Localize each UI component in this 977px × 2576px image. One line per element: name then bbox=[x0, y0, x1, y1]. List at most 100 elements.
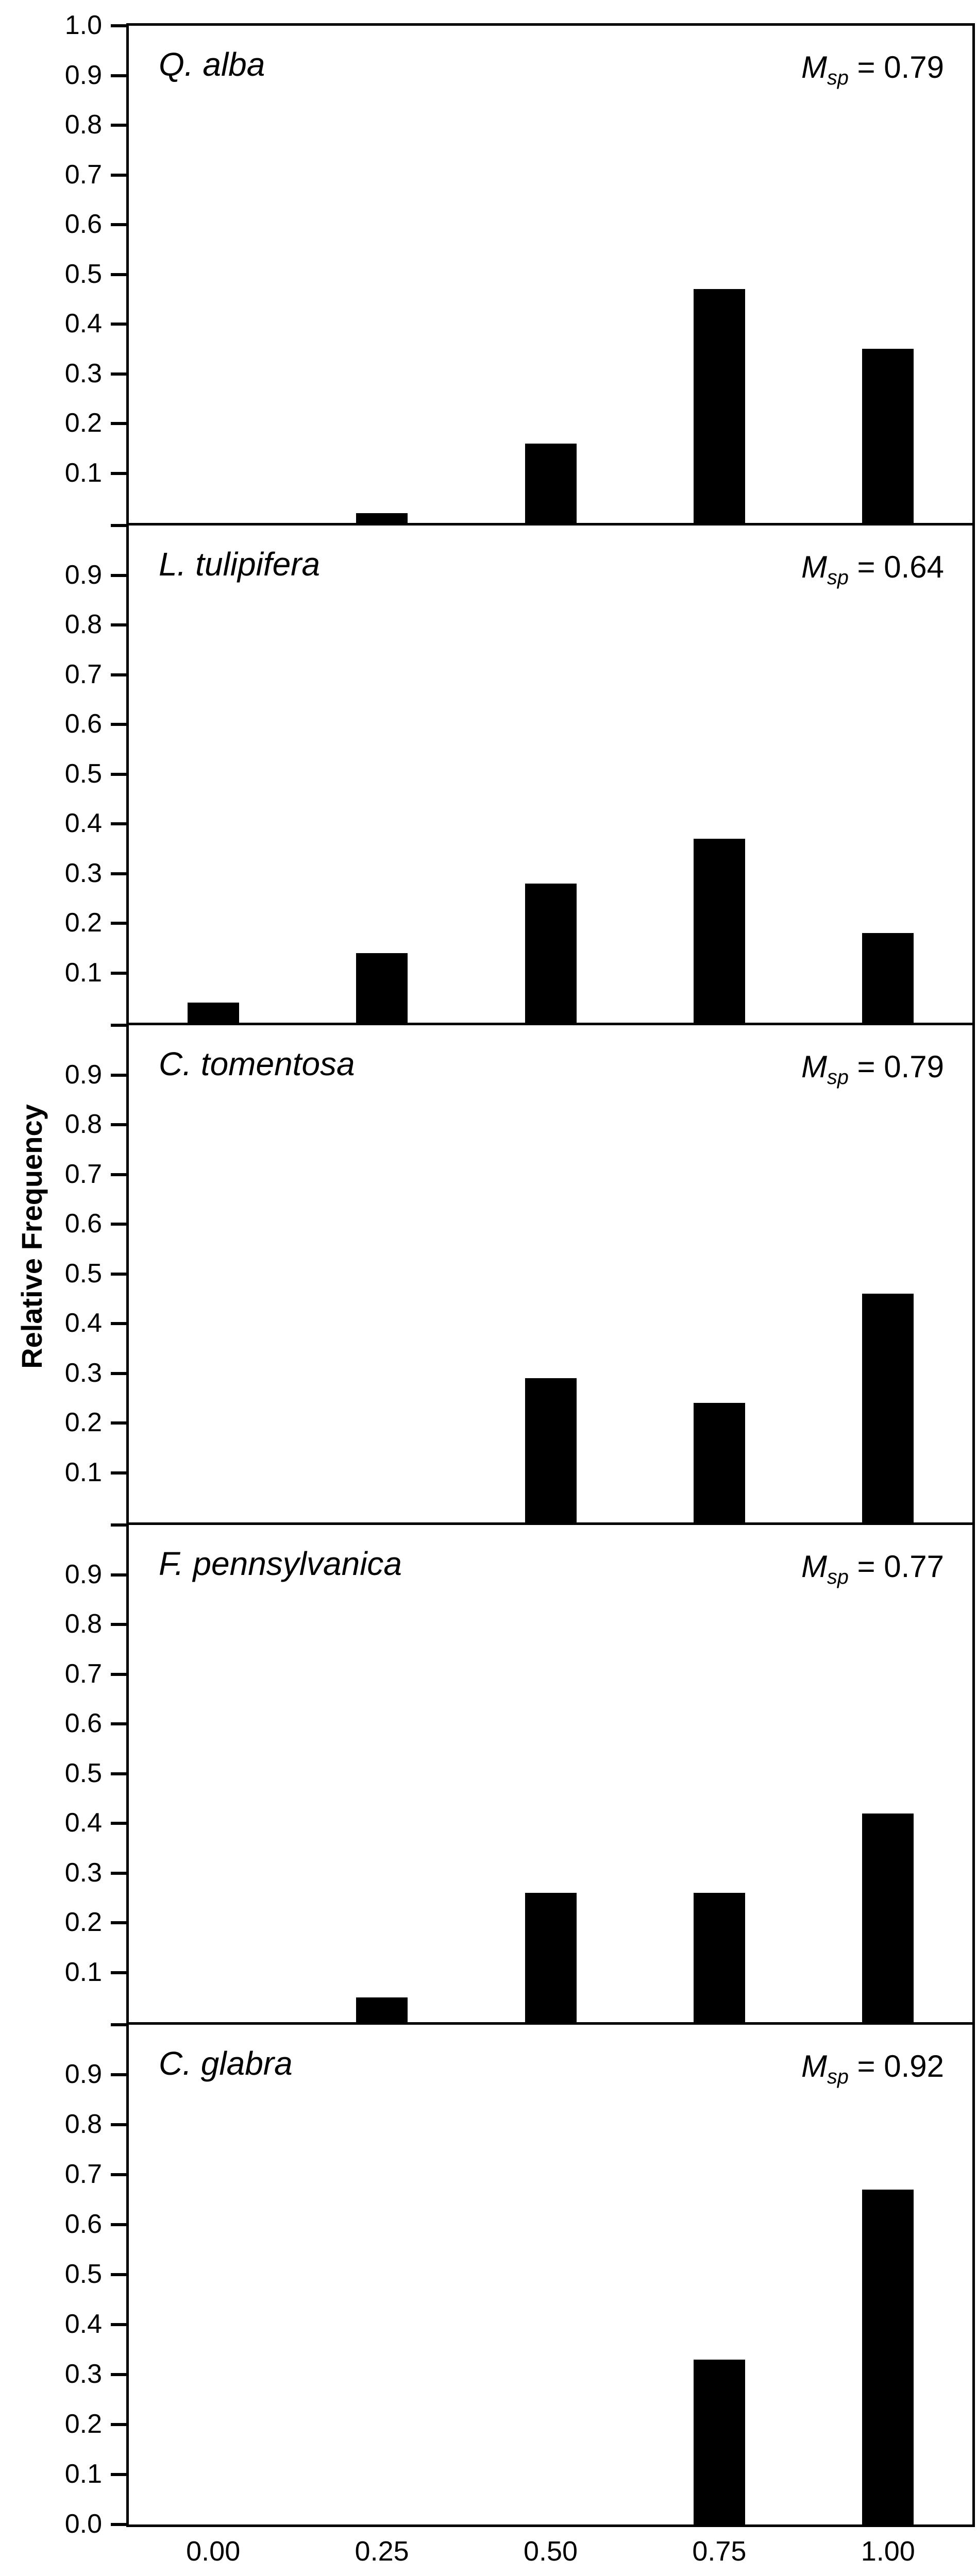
y-tick-label: 0.9 bbox=[64, 1059, 102, 1090]
bar-x-0.25 bbox=[356, 953, 408, 1023]
panel-l-tulipifera: 0.9 0.8 0.7 0.6 0.5 0.4 0.3 0.2 0.1 L. tulipifera… bbox=[65, 524, 972, 1025]
y-tick-label: 0.5 bbox=[64, 259, 102, 289]
y-tick-label: 0.1 bbox=[64, 1457, 102, 1487]
bar-x-1.00 bbox=[862, 1294, 914, 1522]
y-tick bbox=[111, 1073, 126, 1077]
panel-c-glabra: 0.9 0.8 0.7 0.6 0.5 0.4 0.3 0.2 0.1 0.0 C. glabra M… bbox=[65, 2023, 972, 2537]
y-axis-title: Relative Frequency bbox=[15, 1104, 48, 1369]
y-tick bbox=[111, 471, 126, 475]
msp-subscript: sp bbox=[827, 2065, 849, 2088]
msp-symbol: M bbox=[801, 1049, 828, 1084]
y-tick bbox=[111, 1024, 126, 1027]
msp-symbol: M bbox=[801, 2049, 828, 2083]
x-axis-labels: 0.00 0.25 0.50 0.75 1.00 bbox=[129, 2537, 972, 2573]
msp-subscript: sp bbox=[827, 1066, 849, 1089]
bar-x-1.00 bbox=[862, 349, 914, 523]
bar-x-0.50 bbox=[525, 1378, 577, 1522]
panel-f-pennsylvanica: 0.9 0.8 0.7 0.6 0.5 0.4 0.3 0.2 0.1 F. pennsylvan… bbox=[65, 1523, 972, 2025]
x-tick-label: 1.00 bbox=[861, 2536, 915, 2567]
msp-symbol: M bbox=[801, 1549, 828, 1584]
y-tick-label: 0.6 bbox=[64, 1708, 102, 1738]
y-tick-label: 0.7 bbox=[64, 1159, 102, 1189]
panel-q-alba: 1.0 0.9 0.8 0.7 0.6 0.5 0.4 0.3 0.2 0.1 Q. alba Msp… bbox=[65, 12, 972, 526]
msp-number: = 0.79 bbox=[848, 1049, 945, 1084]
x-tick-label: 0.00 bbox=[186, 2536, 241, 2567]
y-tick bbox=[111, 1772, 126, 1775]
y-tick-label: 0.5 bbox=[64, 2259, 102, 2289]
y-tick bbox=[111, 1371, 126, 1375]
y-tick bbox=[111, 2023, 126, 2026]
y-tick-label: 0.7 bbox=[64, 159, 102, 190]
species-label: L. tulipifera bbox=[159, 546, 321, 583]
bar-x-0.25 bbox=[356, 513, 408, 523]
y-tick-label: 0.4 bbox=[64, 1807, 102, 1838]
y-tick-label: 0.3 bbox=[64, 1857, 102, 1888]
y-tick bbox=[111, 124, 126, 127]
y-tick bbox=[111, 1722, 126, 1725]
y-tick-label: 0.5 bbox=[64, 1758, 102, 1788]
y-tick bbox=[111, 2323, 126, 2326]
y-tick bbox=[111, 723, 126, 726]
y-tick bbox=[111, 2223, 126, 2226]
y-tick-label: 0.2 bbox=[64, 408, 102, 438]
msp-value-label: Msp = 0.77 bbox=[801, 1549, 944, 1587]
y-tick-label: 0.4 bbox=[64, 808, 102, 838]
msp-value-label: Msp = 0.64 bbox=[801, 550, 945, 588]
y-tick-label: 0.7 bbox=[64, 1658, 102, 1689]
y-tick-label: 0.3 bbox=[64, 1358, 102, 1388]
species-label: C. tomentosa bbox=[159, 1045, 355, 1082]
y-tick-label: 0.2 bbox=[64, 907, 102, 938]
y-tick bbox=[111, 1223, 126, 1226]
y-tick-label: 0.6 bbox=[64, 1208, 102, 1239]
bar-x-0.75 bbox=[693, 838, 745, 1023]
y-tick bbox=[111, 1822, 126, 1825]
bar-x-1.00 bbox=[862, 933, 914, 1023]
y-tick-label: 0.9 bbox=[64, 1559, 102, 1589]
y-tick bbox=[111, 422, 126, 425]
bar-x-0.75 bbox=[693, 289, 745, 523]
y-tick-label: 0.8 bbox=[64, 1109, 102, 1139]
y-tick-label: 0.1 bbox=[64, 957, 102, 988]
y-tick bbox=[111, 922, 126, 925]
y-tick-label: 0.8 bbox=[64, 2109, 102, 2139]
y-tick bbox=[111, 74, 126, 77]
y-tick bbox=[111, 372, 126, 376]
y-tick bbox=[111, 1672, 126, 1676]
y-tick-label: 0.4 bbox=[64, 1308, 102, 1338]
msp-number: = 0.64 bbox=[848, 550, 945, 584]
msp-number: = 0.79 bbox=[848, 50, 945, 84]
y-tick bbox=[111, 2473, 126, 2476]
y-tick-label: 0.7 bbox=[64, 2159, 102, 2189]
y-tick bbox=[111, 323, 126, 326]
y-tick-label: 0.6 bbox=[64, 708, 102, 739]
y-tick bbox=[111, 1173, 126, 1176]
y-tick-label: 0.2 bbox=[64, 1907, 102, 1937]
y-tick bbox=[111, 1871, 126, 1875]
y-tick-label: 0.3 bbox=[64, 358, 102, 388]
y-tick-label: 0.9 bbox=[64, 560, 102, 590]
y-tick-label: 0.3 bbox=[64, 2359, 102, 2389]
y-tick-label: 0.8 bbox=[64, 1608, 102, 1639]
bar-x-1.00 bbox=[862, 2190, 914, 2524]
y-tick bbox=[111, 772, 126, 776]
bar-x-0.75 bbox=[693, 1403, 745, 1522]
y-tick bbox=[111, 1471, 126, 1475]
bar-x-0.50 bbox=[525, 443, 577, 523]
y-tick bbox=[111, 1272, 126, 1276]
x-tick-label: 0.50 bbox=[523, 2536, 578, 2567]
y-tick bbox=[111, 223, 126, 226]
y-tick-label: 0.9 bbox=[64, 2059, 102, 2089]
y-tick bbox=[111, 2523, 126, 2526]
y-tick-label: 1.0 bbox=[64, 10, 102, 40]
plot-area: 1.0 0.9 0.8 0.7 0.6 0.5 0.4 0.3 0.2 0.1 Q. alba Msp… bbox=[65, 12, 975, 2537]
msp-subscript: sp bbox=[827, 566, 849, 589]
y-tick bbox=[111, 1322, 126, 1325]
y-tick-label: 0.3 bbox=[64, 858, 102, 888]
msp-number: = 0.92 bbox=[848, 2049, 945, 2083]
y-tick bbox=[111, 2123, 126, 2126]
bar-x-0.50 bbox=[525, 883, 577, 1023]
y-tick bbox=[111, 1971, 126, 1974]
y-tick-label: 0.5 bbox=[64, 1258, 102, 1289]
x-tick-label: 0.75 bbox=[692, 2536, 747, 2567]
